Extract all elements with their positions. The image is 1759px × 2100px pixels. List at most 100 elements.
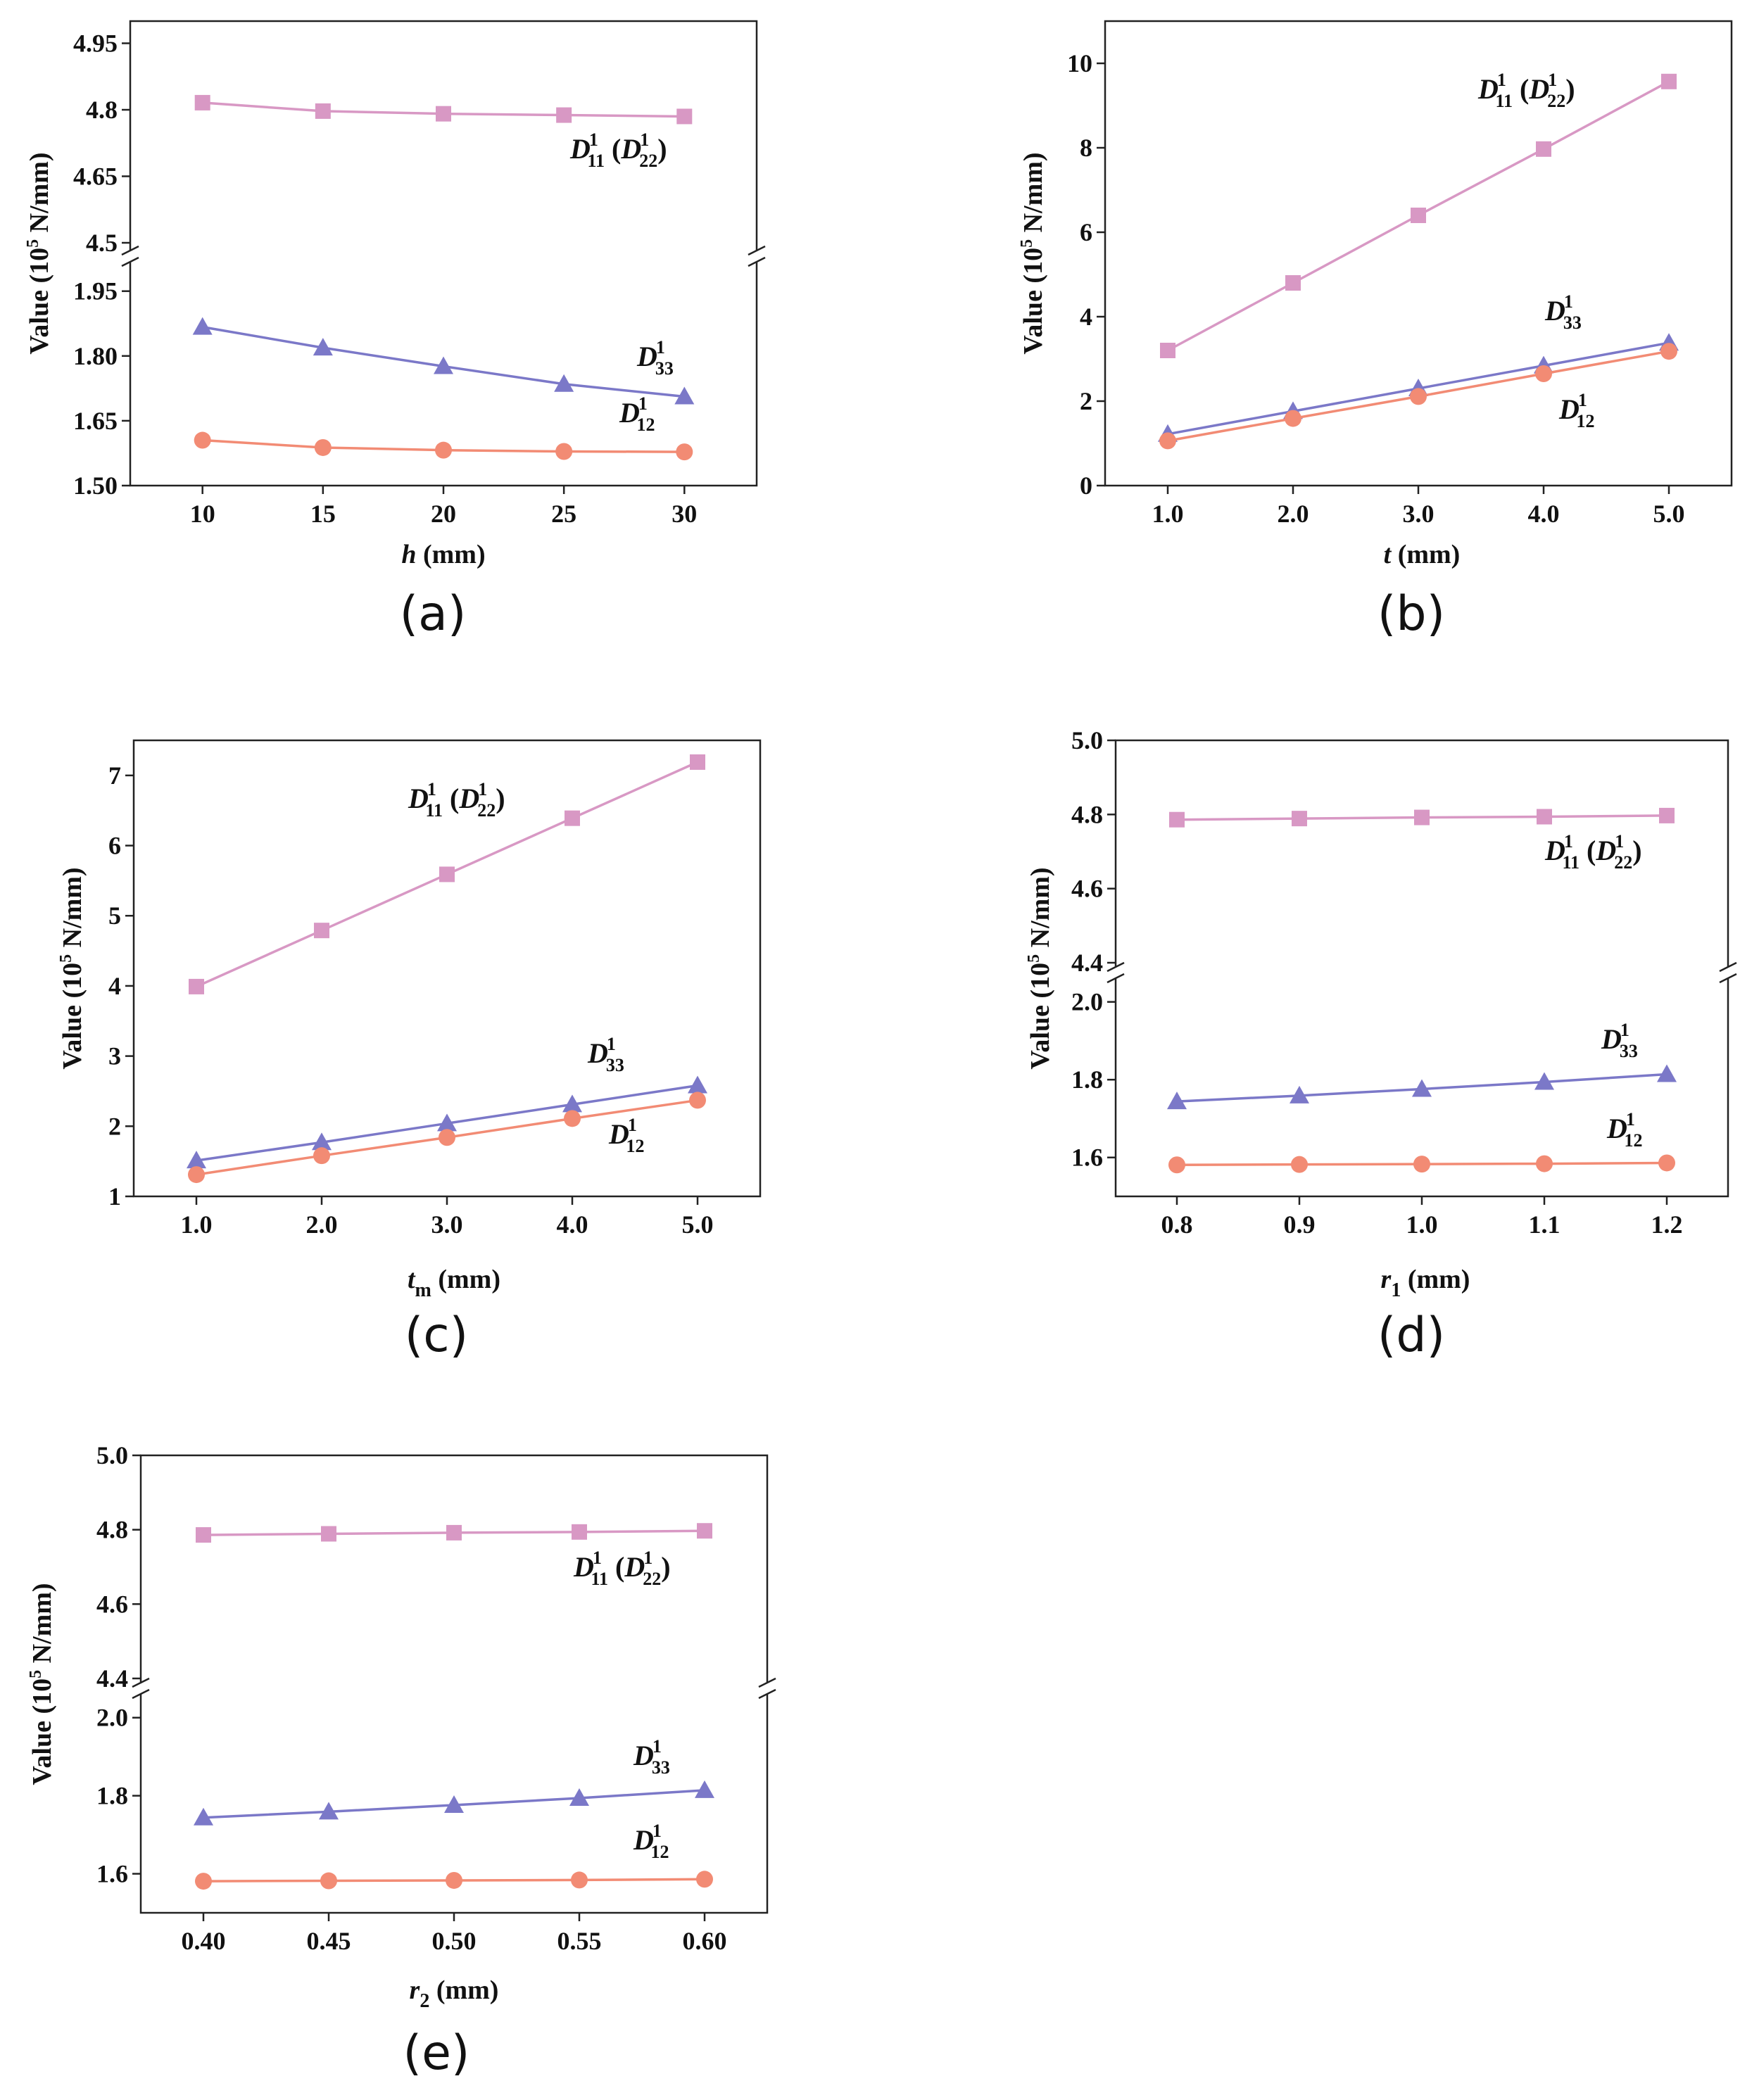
y-tick-label: 4.95	[73, 30, 118, 58]
x-tick-label: 2.0	[306, 1210, 338, 1239]
data-point-d11	[196, 1527, 211, 1543]
x-tick-label: 3.0	[431, 1210, 463, 1239]
data-point-d12	[188, 1166, 205, 1184]
data-point-d12	[564, 1110, 581, 1127]
y-axis-label: Value (105 N/mm)	[27, 1583, 57, 1785]
data-point-d11	[1411, 208, 1426, 223]
data-point-d11	[556, 107, 572, 123]
x-tick-label: 2.0	[1278, 500, 1309, 528]
x-tick-label: 1.0	[1406, 1210, 1438, 1239]
data-point-d12	[446, 1871, 462, 1889]
data-point-d33	[187, 1151, 206, 1169]
x-tick-label: 1.1	[1529, 1210, 1561, 1239]
y-tick-label: 6	[108, 832, 121, 860]
series-label-d33: D1 33	[636, 337, 674, 379]
axis-break-mark	[757, 1677, 777, 1700]
axis-break-mark	[1718, 961, 1738, 984]
y-tick-label: 1.8	[1071, 1065, 1103, 1094]
panel-label: (c)	[405, 1308, 468, 1363]
x-tick-label: 3.0	[1403, 500, 1435, 528]
y-tick-label: 2	[1080, 387, 1092, 415]
x-tick-label: 20	[431, 500, 456, 528]
y-tick-label: 4.8	[1071, 800, 1103, 828]
y-axis-label: Value (105 N/mm)	[1018, 152, 1048, 354]
x-tick-label: 0.9	[1284, 1210, 1316, 1239]
data-point-d33	[1534, 1072, 1554, 1090]
data-point-d33	[569, 1788, 589, 1806]
data-point-d12	[689, 1092, 706, 1109]
y-tick-label: 8	[1080, 134, 1092, 162]
y-tick-label: 2	[108, 1112, 121, 1140]
data-point-d12	[314, 438, 332, 456]
data-point-d11	[1536, 141, 1551, 157]
x-axis-label: r1 (mm)	[1381, 1265, 1470, 1301]
data-point-d11	[315, 103, 331, 119]
series-label-d33: D1 33	[1601, 1020, 1638, 1061]
x-tick-label: 4.0	[557, 1210, 588, 1239]
series-label-d33: D1 33	[633, 1736, 670, 1778]
data-point-d11	[1537, 809, 1552, 825]
x-axis-label: tm (mm)	[408, 1265, 500, 1301]
panel-label: (b)	[1377, 586, 1445, 642]
data-point-d33	[562, 1094, 582, 1113]
data-point-d11	[690, 754, 705, 770]
data-point-d33	[312, 1132, 332, 1151]
data-point-d11	[189, 978, 204, 994]
x-axis-label: r2 (mm)	[410, 1975, 499, 2012]
data-point-d11	[572, 1524, 587, 1540]
y-tick-label: 2.0	[1071, 988, 1103, 1016]
x-tick-label: 0.40	[182, 1927, 226, 1955]
x-tick-label: 5.0	[1653, 500, 1685, 528]
y-tick-label: 1.95	[73, 277, 118, 305]
y-tick-label: 4.65	[73, 163, 118, 191]
series-label-d11: D1 11 (D1 22)	[1477, 70, 1575, 111]
x-axis-label: t (mm)	[1384, 540, 1461, 569]
data-point-d11	[565, 810, 580, 826]
chart-panel-b: 0 2 4 6 8 10 1.0 2.0 3.0 4.0 5.0 D1 11 (D1 22) D1 33 D1 1…	[1018, 20, 1733, 642]
y-tick-label: 4.6	[1071, 875, 1103, 903]
data-point-d11	[446, 1524, 462, 1541]
data-point-d11	[436, 106, 451, 122]
data-point-d33	[434, 356, 453, 374]
data-point-d11	[1160, 343, 1175, 358]
x-tick-label: 1.0	[1152, 500, 1184, 528]
y-tick-label: 3	[108, 1042, 121, 1070]
data-point-d11	[697, 1523, 712, 1539]
y-tick-label: 4	[1080, 303, 1092, 331]
data-point-d33	[1412, 1079, 1432, 1097]
data-point-d33	[319, 1802, 339, 1820]
x-tick-label: 10	[190, 500, 215, 528]
data-point-d12	[1413, 1156, 1430, 1173]
data-point-d33	[695, 1780, 714, 1798]
data-point-d11	[1659, 807, 1675, 823]
y-tick-label: 1.65	[73, 407, 118, 435]
chart-panel-d: 5.0 4.8 4.6 4.4 2.0 1.8 1.6 0.8 0.9 1.0 1.1 1.2 D1 11…	[1025, 726, 1738, 1363]
series-label-d12: D1 12	[1606, 1109, 1642, 1151]
y-tick-label: 1.6	[1071, 1144, 1103, 1172]
x-axis-label: h (mm)	[401, 540, 485, 569]
data-point-d12	[435, 441, 452, 459]
panel-label: (e)	[403, 2025, 470, 2081]
x-tick-label: 0.45	[307, 1927, 351, 1955]
data-point-d33	[674, 386, 695, 405]
y-tick-label: 4	[108, 972, 121, 1000]
x-tick-label: 0.8	[1161, 1210, 1193, 1239]
y-tick-label: 10	[1067, 49, 1092, 77]
data-point-d11	[439, 866, 455, 883]
y-tick-label: 1	[108, 1182, 121, 1210]
x-tick-label: 0.50	[432, 1927, 477, 1955]
series-label-d12: D1 12	[633, 1821, 669, 1862]
axis-break-mark	[1106, 961, 1126, 984]
plot-frame	[1104, 20, 1733, 487]
data-point-d12	[676, 443, 693, 461]
data-point-d33	[554, 374, 574, 392]
data-point-d12	[696, 1871, 713, 1888]
data-point-d12	[1658, 1154, 1675, 1172]
plot-frame	[139, 1454, 769, 1914]
axis-break-mark	[747, 245, 767, 267]
series-label-d11: D1 11 (D1 22)	[1544, 831, 1642, 873]
y-tick-label: 7	[108, 761, 121, 790]
data-point-d11	[1661, 73, 1677, 89]
data-point-d33	[437, 1113, 457, 1132]
